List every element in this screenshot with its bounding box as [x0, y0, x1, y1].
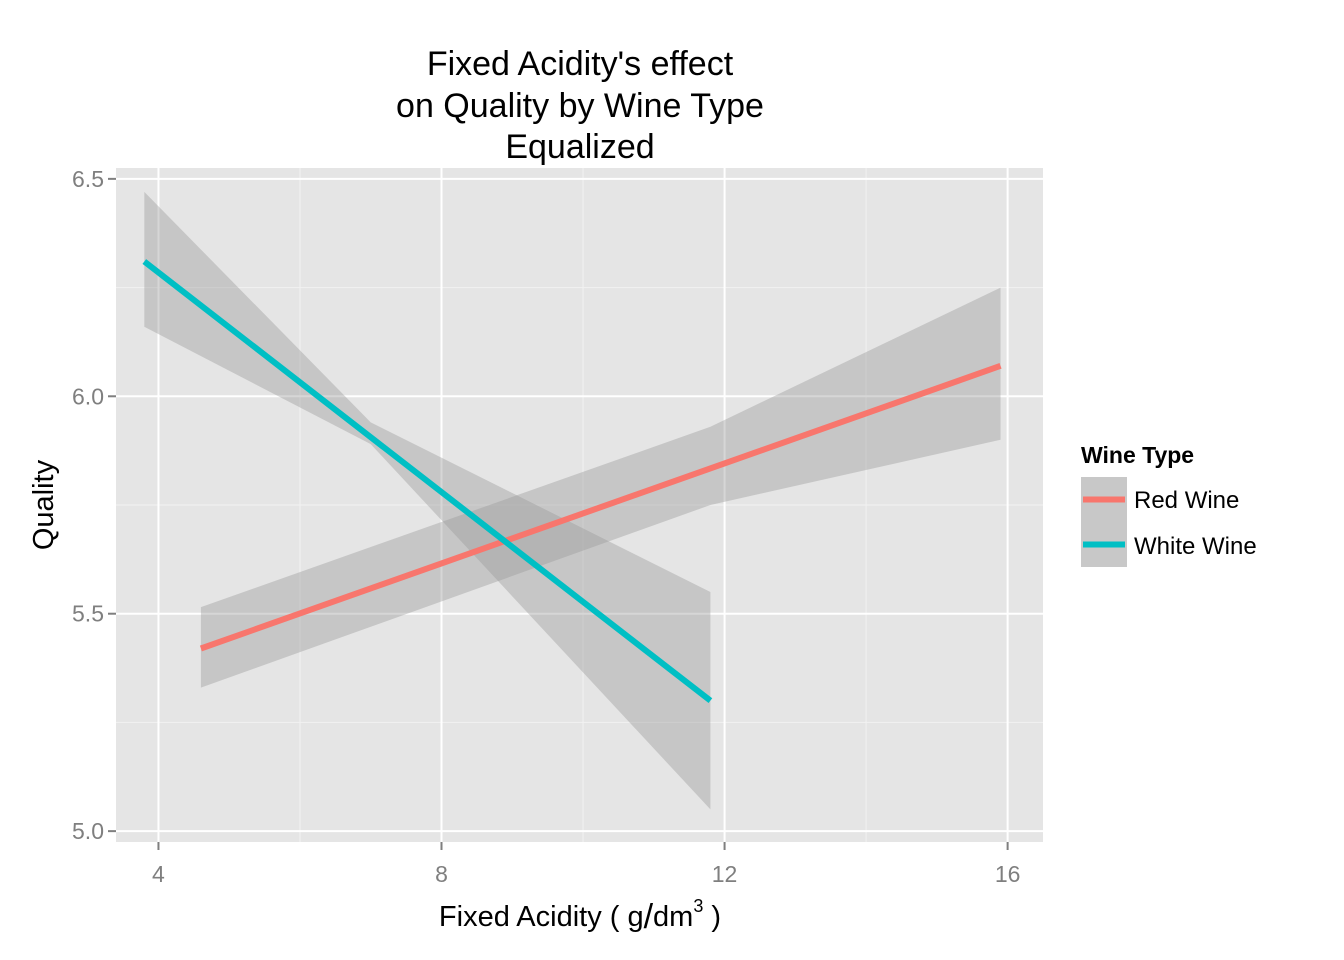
chart-title-line-1: Fixed Acidity's effect: [427, 45, 734, 83]
x-axis-title: Fixed Acidity ( g/dm3 ): [439, 896, 721, 936]
x-tick-label: 12: [712, 861, 738, 887]
line-white-wine: [142, 259, 713, 704]
y-tick-label: 5.5: [72, 601, 104, 627]
y-tick-label: 6.5: [72, 166, 104, 192]
y-axis-ticks: 5.0 5.5 6.0 6.5: [72, 166, 116, 844]
x-axis-title-sup: 3: [693, 896, 703, 916]
x-tick-label: 16: [995, 861, 1021, 887]
legend-item-white-wine: White Wine: [1081, 522, 1257, 567]
x-axis-ticks: 4 8 12 16: [152, 842, 1020, 887]
y-axis-title: Quality: [28, 459, 60, 550]
ribbon-red-wine: [200, 287, 1001, 688]
chart-title: Fixed Acidity's effect on Quality by Win…: [396, 45, 764, 166]
x-tick-label: 8: [435, 861, 448, 887]
x-tick-label: 4: [152, 861, 165, 887]
grid-minor: [116, 168, 1043, 842]
grid-major: [116, 168, 1043, 842]
x-axis-title-unit: dm: [653, 901, 693, 933]
y-tick-label: 5.0: [72, 818, 104, 844]
ribbon-white-wine: [144, 191, 711, 810]
y-tick-label: 6.0: [72, 383, 104, 409]
chart-title-line-2: on Quality by Wine Type: [396, 87, 764, 125]
legend-title: Wine Type: [1081, 442, 1194, 468]
legend: Wine Type Red Wine White Wine: [1081, 442, 1257, 567]
x-axis-title-suffix: ): [703, 901, 721, 933]
legend-label-white-wine: White Wine: [1134, 533, 1257, 560]
chart-title-line-3: Equalized: [505, 128, 654, 166]
legend-label-red-wine: Red Wine: [1134, 487, 1239, 514]
line-red-wine: [199, 363, 1002, 652]
x-axis-title-prefix: Fixed Acidity ( g: [439, 901, 644, 933]
confidence-ribbons: [144, 191, 1001, 810]
series-lines: [142, 259, 1002, 704]
x-axis-title-slash: /: [644, 898, 654, 936]
legend-item-red-wine: Red Wine: [1081, 477, 1239, 522]
